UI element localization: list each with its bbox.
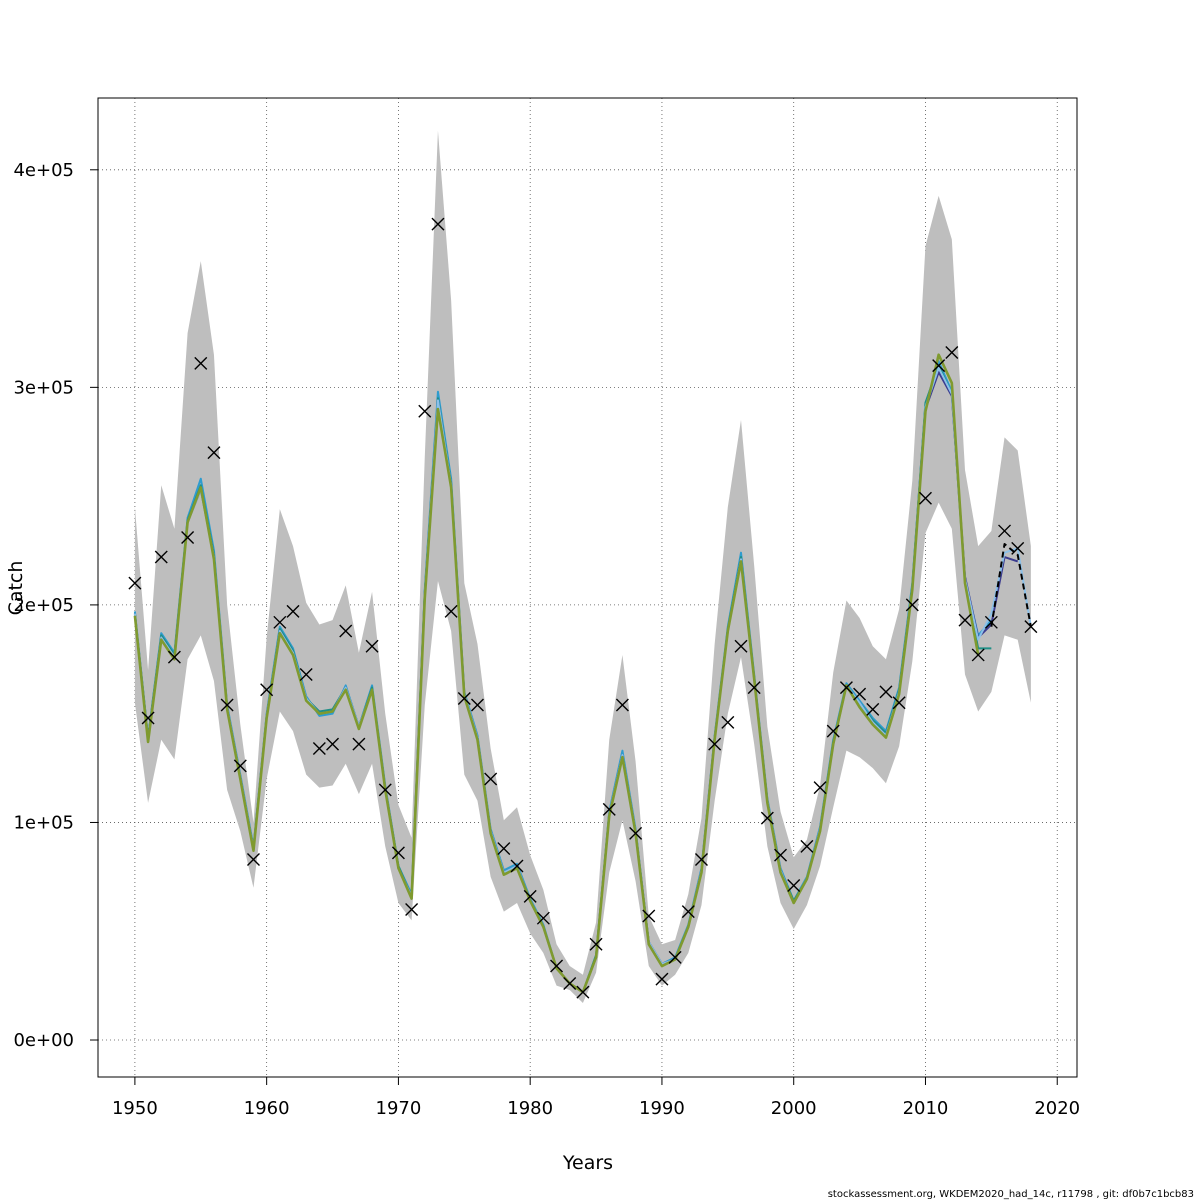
observed-point — [655, 972, 669, 986]
observed-point — [879, 685, 893, 699]
observed-point — [905, 598, 919, 612]
y-tick-label: 0e+00 — [13, 1030, 74, 1051]
observed-point — [576, 985, 590, 999]
observed-point — [510, 859, 524, 873]
observed-point — [668, 950, 682, 964]
observed-point — [1024, 620, 1038, 634]
observed-point — [826, 724, 840, 738]
observed-point — [971, 648, 985, 662]
observed-point — [708, 737, 722, 751]
observed-point — [721, 715, 735, 729]
observed-point — [813, 781, 827, 795]
observed-point — [523, 889, 537, 903]
observed-point — [932, 359, 946, 373]
observed-point — [378, 783, 392, 797]
x-tick-label: 2000 — [771, 1098, 817, 1119]
observed-point — [629, 826, 643, 840]
observed-point — [642, 909, 656, 923]
observed-point — [405, 902, 419, 916]
observed-point — [352, 737, 366, 751]
observed-points-layer — [128, 217, 1038, 999]
observed-point — [418, 404, 432, 418]
observed-point — [839, 681, 853, 695]
observed-point — [734, 639, 748, 653]
x-axis-title: Years — [562, 1152, 613, 1174]
observed-point — [181, 530, 195, 544]
observed-point — [550, 959, 564, 973]
y-tick-label: 1e+05 — [13, 812, 74, 833]
plot-frame — [97, 97, 1078, 1078]
observed-point — [536, 911, 550, 925]
observed-point — [207, 446, 221, 460]
observed-point — [154, 550, 168, 564]
y-tick-label: 2e+05 — [13, 595, 74, 616]
observed-point — [602, 802, 616, 816]
confidence-band — [134, 130, 1031, 1004]
observed-point — [365, 639, 379, 653]
series-line-main — [133, 353, 980, 994]
observed-point — [286, 604, 300, 618]
observed-point — [141, 711, 155, 725]
observed-point — [984, 615, 998, 629]
observed-point — [760, 811, 774, 825]
observed-point — [918, 491, 932, 505]
x-tick-label: 1970 — [376, 1098, 422, 1119]
observed-point — [774, 848, 788, 862]
x-tick-label: 2010 — [903, 1098, 949, 1119]
x-axis: 1950 1960 1970 1980 1990 2000 2010 2020 — [112, 1077, 1080, 1119]
observed-point — [589, 937, 603, 951]
observed-point — [431, 217, 445, 231]
observed-point — [694, 852, 708, 866]
x-tick-label: 1980 — [507, 1098, 553, 1119]
observed-point — [167, 650, 181, 664]
x-tick-label: 1950 — [112, 1098, 158, 1119]
observed-point — [998, 524, 1012, 538]
series-line-dashed — [990, 542, 1032, 627]
observed-point — [1011, 541, 1025, 555]
observed-point — [312, 741, 326, 755]
observed-point — [945, 346, 959, 360]
y-tick-label: 4e+05 — [13, 160, 74, 181]
observed-point — [497, 842, 511, 856]
observed-point — [444, 604, 458, 618]
observed-point — [391, 846, 405, 860]
observed-point — [800, 839, 814, 853]
observed-point — [470, 698, 484, 712]
y-axis: 0e+00 1e+05 2e+05 3e+05 4e+05 — [13, 160, 98, 1051]
observed-point — [339, 624, 353, 638]
observed-point — [853, 687, 867, 701]
observed-point — [615, 698, 629, 712]
x-tick-label: 1990 — [639, 1098, 685, 1119]
observed-point — [299, 668, 313, 682]
observed-point — [866, 702, 880, 716]
observed-point — [233, 759, 247, 773]
observed-point — [128, 576, 142, 590]
y-axis-title: Catch — [5, 561, 27, 616]
observed-point — [747, 681, 761, 695]
observed-point — [892, 696, 906, 710]
observed-point — [787, 879, 801, 893]
observed-point — [326, 737, 340, 751]
observed-point — [563, 976, 577, 990]
observed-point — [484, 772, 498, 786]
footer-text: stockassessment.org, WKDEM2020_had_14c, … — [828, 1189, 1194, 1200]
confidence-band-layer — [134, 130, 1031, 1004]
y-tick-label: 3e+05 — [13, 377, 74, 398]
observed-point — [681, 905, 695, 919]
observed-point — [273, 615, 287, 629]
observed-point — [246, 852, 260, 866]
observed-point — [220, 698, 234, 712]
x-tick-label: 1960 — [244, 1098, 290, 1119]
observed-point — [958, 613, 972, 627]
x-tick-label: 2020 — [1034, 1098, 1080, 1119]
observed-point — [260, 683, 274, 697]
observed-point — [457, 691, 471, 705]
observed-point — [194, 356, 208, 370]
